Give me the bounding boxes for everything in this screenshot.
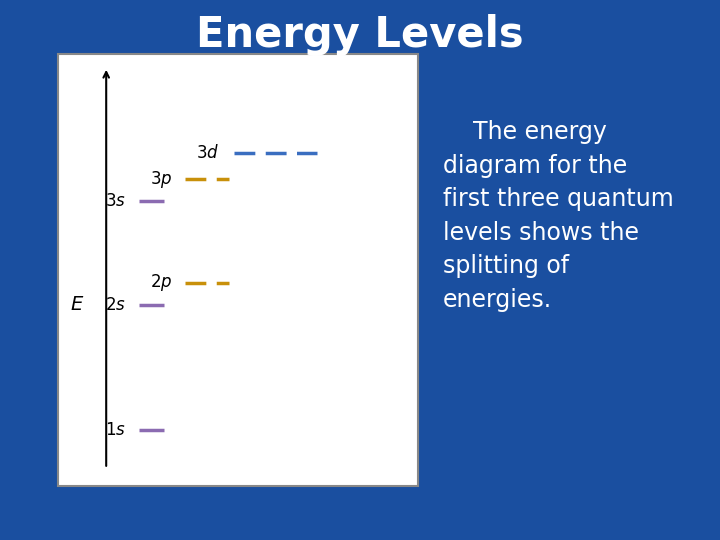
Text: $2\mathit{s}$: $2\mathit{s}$ — [105, 295, 126, 314]
Text: The energy
diagram for the
first three quantum
levels shows the
splitting of
ene: The energy diagram for the first three q… — [443, 120, 673, 312]
Text: $2\mathit{p}$: $2\mathit{p}$ — [150, 273, 173, 293]
Bar — [58, 54, 418, 486]
Text: $1\mathit{s}$: $1\mathit{s}$ — [105, 421, 126, 439]
Text: Energy Levels: Energy Levels — [196, 14, 524, 56]
Text: $3\mathit{p}$: $3\mathit{p}$ — [150, 169, 173, 190]
Text: $3\mathit{d}$: $3\mathit{d}$ — [197, 144, 220, 163]
Text: $E$: $E$ — [71, 295, 84, 314]
Text: $3\mathit{s}$: $3\mathit{s}$ — [105, 192, 126, 210]
